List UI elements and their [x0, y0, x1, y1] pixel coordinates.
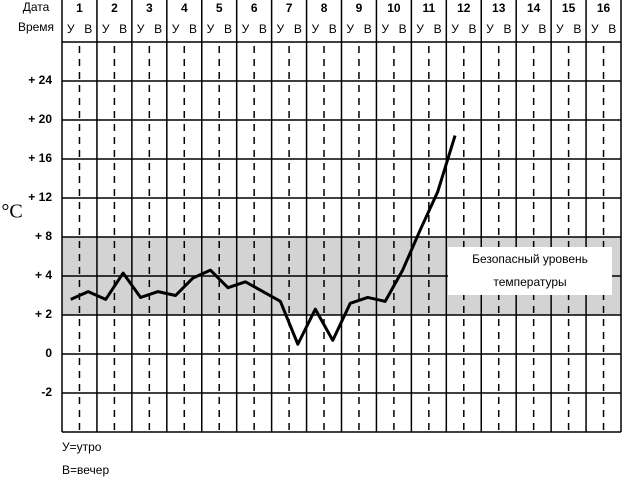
- band-label: Безопасный уровень: [472, 252, 588, 266]
- time-label: У: [486, 22, 494, 36]
- day-label: 9: [356, 1, 363, 15]
- legend-note: У=утро: [62, 440, 102, 454]
- time-label: В: [154, 22, 162, 36]
- day-label: 4: [181, 1, 188, 15]
- day-label: 16: [597, 1, 611, 15]
- day-label: 13: [492, 1, 506, 15]
- time-label: В: [259, 22, 267, 36]
- y-tick-label: + 20: [28, 112, 52, 126]
- time-label: В: [294, 22, 302, 36]
- day-label: 6: [251, 1, 258, 15]
- y-tick-label: + 16: [28, 151, 52, 165]
- time-label: В: [608, 22, 616, 36]
- time-label: В: [364, 22, 372, 36]
- y-tick-label: -2: [41, 385, 52, 399]
- day-label: 1: [76, 1, 83, 15]
- time-label: У: [346, 22, 354, 36]
- time-label: У: [67, 22, 75, 36]
- time-label: У: [207, 22, 215, 36]
- time-label: В: [119, 22, 127, 36]
- time-label: У: [451, 22, 459, 36]
- time-label: В: [503, 22, 511, 36]
- time-label: У: [242, 22, 250, 36]
- time-label: У: [311, 22, 319, 36]
- time-label: У: [556, 22, 564, 36]
- day-label: 14: [527, 1, 541, 15]
- temperature-line: [70, 135, 457, 346]
- time-label: У: [172, 22, 180, 36]
- day-label: 8: [321, 1, 328, 15]
- time-label: У: [416, 22, 424, 36]
- day-label: 7: [286, 1, 293, 15]
- header-date: Дата: [23, 0, 50, 14]
- day-label: 5: [216, 1, 223, 15]
- band-label: температуры: [493, 275, 566, 289]
- y-tick-label: + 24: [28, 73, 52, 87]
- time-label: В: [469, 22, 477, 36]
- time-label: У: [381, 22, 389, 36]
- time-label: У: [277, 22, 285, 36]
- y-tick-label: + 12: [28, 190, 52, 204]
- time-label: В: [189, 22, 197, 36]
- y-tick-label: 0: [45, 346, 52, 360]
- day-label: 3: [146, 1, 153, 15]
- time-label: У: [137, 22, 145, 36]
- day-label: 2: [111, 1, 118, 15]
- band-label-bg: [448, 247, 612, 295]
- time-label: В: [399, 22, 407, 36]
- day-label: 10: [387, 1, 401, 15]
- time-label: В: [224, 22, 232, 36]
- day-label: 11: [423, 1, 436, 15]
- y-tick-label: + 8: [35, 229, 52, 243]
- day-label: 15: [562, 1, 576, 15]
- y-tick-label: + 4: [35, 268, 52, 282]
- y-tick-label: + 2: [35, 307, 52, 321]
- day-label: 12: [457, 1, 471, 15]
- header-time: Время: [18, 20, 54, 34]
- y-axis-label: °C: [1, 201, 22, 223]
- time-label: В: [329, 22, 337, 36]
- time-label: В: [84, 22, 92, 36]
- time-label: У: [521, 22, 529, 36]
- legend-note: В=вечер: [62, 463, 109, 477]
- time-label: В: [538, 22, 546, 36]
- time-label: У: [591, 22, 599, 36]
- time-label: У: [102, 22, 110, 36]
- time-label: В: [434, 22, 442, 36]
- time-label: В: [573, 22, 581, 36]
